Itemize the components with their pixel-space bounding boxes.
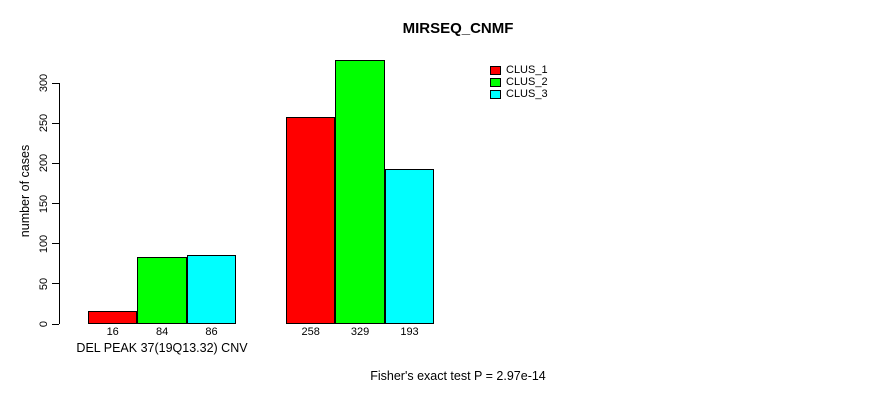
legend-swatch bbox=[490, 65, 501, 75]
y-axis-tick-label: 250 bbox=[38, 113, 50, 133]
legend-label: CLUS_2 bbox=[506, 76, 548, 88]
legend-label: CLUS_1 bbox=[506, 64, 548, 76]
y-axis-tick-label: 300 bbox=[38, 73, 50, 93]
legend-item: CLUS_3 bbox=[490, 88, 548, 100]
bar-value-label: 193 bbox=[400, 326, 419, 338]
bar-value-label: 86 bbox=[205, 326, 218, 338]
bar-clus_3-group1 bbox=[186, 254, 237, 324]
y-axis-tick-label: 100 bbox=[38, 234, 50, 253]
y-axis-tick-label: 50 bbox=[38, 277, 50, 290]
bar-clus_3-group2 bbox=[384, 168, 435, 324]
bar-value-label: 258 bbox=[301, 326, 320, 338]
y-axis-tick bbox=[52, 203, 59, 204]
chart-title: MIRSEQ_CNMF bbox=[402, 20, 514, 37]
y-axis-tick bbox=[52, 122, 59, 124]
bar-value-label: 329 bbox=[350, 326, 370, 338]
bar-clus_2-group1 bbox=[137, 256, 187, 324]
y-axis-tick bbox=[52, 283, 59, 285]
y-axis-tick bbox=[52, 82, 59, 84]
legend-label: CLUS_3 bbox=[506, 88, 548, 100]
y-axis-tick-label: 200 bbox=[38, 154, 50, 173]
bar-value-label: 16 bbox=[106, 326, 119, 338]
legend-item: CLUS_2 bbox=[490, 76, 548, 88]
legend-swatch bbox=[490, 89, 501, 99]
bar-clus_2-group2 bbox=[335, 59, 385, 324]
bar-value-label: 84 bbox=[155, 326, 169, 338]
y-axis-tick bbox=[52, 162, 59, 164]
legend: CLUS_1 CLUS_2 CLUS_3 bbox=[490, 64, 548, 100]
legend-item: CLUS_1 bbox=[490, 64, 548, 76]
y-axis-tick bbox=[52, 323, 59, 325]
bar-clus_1-group2 bbox=[286, 116, 336, 324]
y-axis-tick-label: 150 bbox=[38, 194, 50, 213]
y-axis-tick bbox=[52, 243, 59, 245]
y-axis-tick-label: 0 bbox=[38, 320, 50, 328]
y-axis-label: number of cases bbox=[18, 144, 32, 238]
x-axis-label: DEL PEAK 37(19Q13.32) CNV bbox=[76, 341, 248, 355]
legend-swatch bbox=[490, 77, 501, 87]
fisher-test-caption: Fisher's exact test P = 2.97e-14 bbox=[370, 369, 546, 383]
y-axis-line bbox=[59, 83, 60, 324]
bar-clus_1-group1 bbox=[88, 311, 138, 324]
